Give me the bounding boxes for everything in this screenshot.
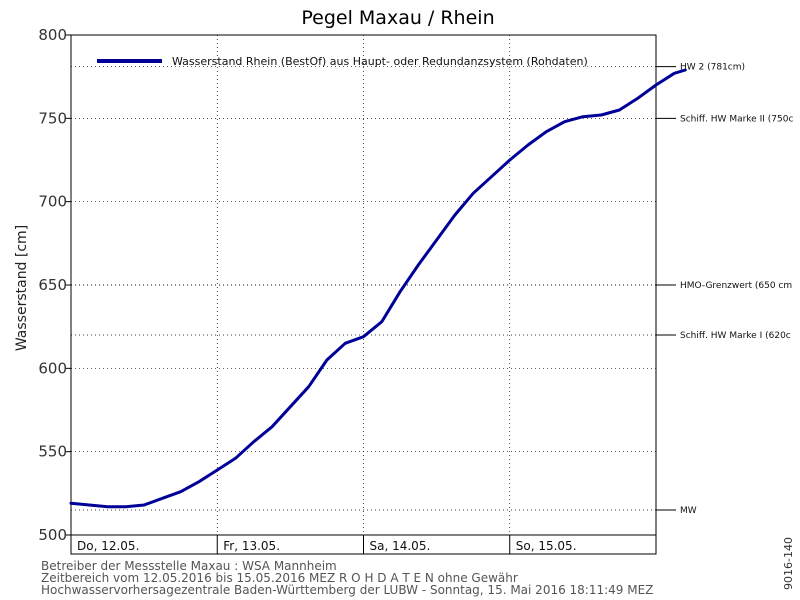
day-label: Sa, 14.05. (370, 539, 431, 553)
threshold-label: HW 2 (781cm) (680, 63, 745, 73)
y-axis-label: Wasserstand [cm] (14, 225, 30, 351)
footer-operator: Betreiber der Messstelle Maxau : WSA Man… (41, 559, 337, 573)
day-label: Do, 12.05. (77, 539, 139, 553)
water-level-line (69, 68, 687, 509)
y-tick-label: 650 (38, 276, 67, 294)
plot-frame (70, 34, 657, 555)
threshold-label: MW (680, 506, 697, 516)
y-tick-label: 550 (38, 443, 67, 461)
threshold-label: HMO-Grenzwert (650 cm (680, 281, 792, 291)
threshold-label: Schiff. HW Marke I (620c (680, 331, 791, 341)
y-tick-label: 800 (38, 26, 67, 44)
chart-title: Pegel Maxau / Rhein (301, 7, 494, 29)
threshold-label: Schiff. HW Marke II (750c (680, 114, 793, 124)
legend-label: Wasserstand Rhein (BestOf) aus Haupt- od… (172, 55, 588, 68)
y-tick-label: 600 (38, 359, 67, 377)
day-label: Fr, 13.05. (223, 539, 280, 553)
day-label: So, 15.05. (516, 539, 577, 553)
y-tick-label: 700 (38, 193, 67, 211)
side-code: 9016-140 (782, 537, 795, 590)
footer-source: Hochwasservorhersagezentrale Baden-Württ… (41, 583, 654, 597)
footer-time-range: Zeitbereich vom 12.05.2016 bis 15.05.201… (41, 571, 518, 585)
y-tick-label: 500 (38, 526, 67, 544)
y-tick-label: 750 (38, 109, 67, 127)
